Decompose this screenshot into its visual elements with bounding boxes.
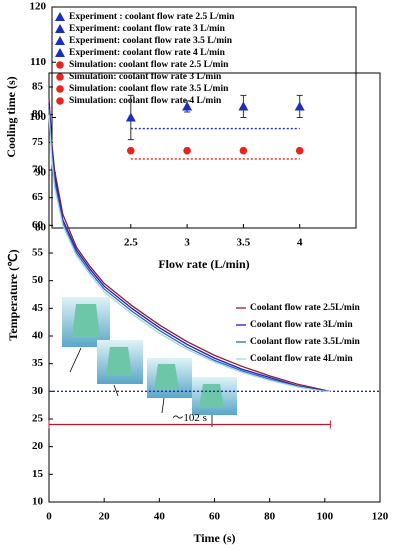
y-tick-label: 80 xyxy=(35,222,47,234)
legend-marker xyxy=(55,12,65,21)
data-point xyxy=(127,146,135,155)
y-tick-label: 45 xyxy=(32,302,44,314)
x-axis-label: Time (s) xyxy=(193,531,235,545)
y-tick-label: 60 xyxy=(32,219,44,231)
legend-marker xyxy=(55,24,65,33)
legend-label: Simulation: coolant flow rate 4 L/min xyxy=(69,96,222,106)
legend-label: Coolant flow rate 4L/min xyxy=(250,354,353,364)
legend-label: Coolant flow rate 2.5L/min xyxy=(250,303,360,313)
data-point xyxy=(295,146,304,155)
x-axis-label: Flow rate (L/min) xyxy=(158,257,249,271)
legend-marker xyxy=(56,73,64,81)
x-tick-label: 3 xyxy=(184,237,190,249)
legend-marker xyxy=(56,85,64,93)
x-tick-label: 60 xyxy=(209,511,221,523)
legend-label: Simulation: coolant flow rate 2.5 L/min xyxy=(69,60,229,70)
data-point xyxy=(125,112,136,122)
legend-label: Coolant flow rate 3L/min xyxy=(250,320,353,330)
legend-label: Experiment: coolant flow rate 3 L/min xyxy=(69,24,226,34)
y-tick-label: 35 xyxy=(32,357,44,369)
legend-label: Coolant flow rate 3.5L/min xyxy=(250,337,360,347)
legend-marker xyxy=(55,36,65,45)
y-tick-label: 80 xyxy=(32,108,44,120)
y-tick-label: 120 xyxy=(30,1,47,13)
x-tick-label: 0 xyxy=(46,511,52,523)
legend-label: Experiment : coolant flow rate 2.5 L/min xyxy=(69,12,235,22)
y-tick-label: 90 xyxy=(35,166,47,178)
y-tick-label: 65 xyxy=(32,191,44,203)
y-tick-label: 40 xyxy=(32,330,44,342)
y-tick-label: 50 xyxy=(32,274,44,286)
data-point xyxy=(294,101,305,111)
data-line xyxy=(48,114,331,392)
legend-marker xyxy=(56,61,64,69)
legend-marker xyxy=(56,97,64,105)
data-point xyxy=(183,146,191,155)
y-tick-label: 15 xyxy=(32,468,44,480)
y-tick-label: 25 xyxy=(32,413,44,425)
x-tick-label: 100 xyxy=(317,511,334,523)
data-point xyxy=(239,146,248,155)
y-tick-label: 20 xyxy=(32,440,44,452)
y-axis-label: Cooling time (s) xyxy=(4,76,18,157)
data-line xyxy=(48,109,331,392)
x-tick-label: 80 xyxy=(264,511,276,523)
x-tick-label: 40 xyxy=(154,511,166,523)
y-tick-label: 100 xyxy=(30,111,47,123)
x-tick-label: 4 xyxy=(297,237,303,249)
y-tick-label: 110 xyxy=(30,56,46,68)
y-tick-label: 85 xyxy=(32,81,44,93)
data-line xyxy=(48,98,331,392)
cup-photos xyxy=(62,297,237,427)
y-axis-label: Temperature (℃) xyxy=(6,249,20,340)
legend-label: Simulation: coolant flow rate 3.5 L/min xyxy=(69,84,229,94)
plot-frame xyxy=(48,72,381,503)
y-tick-label: 70 xyxy=(32,164,44,176)
data-point xyxy=(182,101,193,111)
y-tick-label: 75 xyxy=(32,136,44,148)
x-tick-label: 120 xyxy=(372,511,389,523)
y-tick-label: 30 xyxy=(32,385,44,397)
legend-label: Simulation: coolant flow rate 3 L/min xyxy=(69,72,222,82)
x-tick-label: 3.5 xyxy=(237,237,251,249)
legend-label: Experiment: coolant flow rate 4 L/min xyxy=(69,48,226,58)
data-line xyxy=(48,103,331,392)
legend-marker xyxy=(55,48,65,57)
y-tick-label: 55 xyxy=(32,247,44,259)
x-tick-label: 20 xyxy=(99,511,111,523)
data-point xyxy=(238,101,249,111)
x-tick-label: 2.5 xyxy=(124,237,138,249)
y-tick-label: 10 xyxy=(32,496,44,508)
annotation: ～102 s xyxy=(172,412,207,424)
legend-label: Experiment: coolant flow rate 3.5 L/min xyxy=(69,36,233,46)
